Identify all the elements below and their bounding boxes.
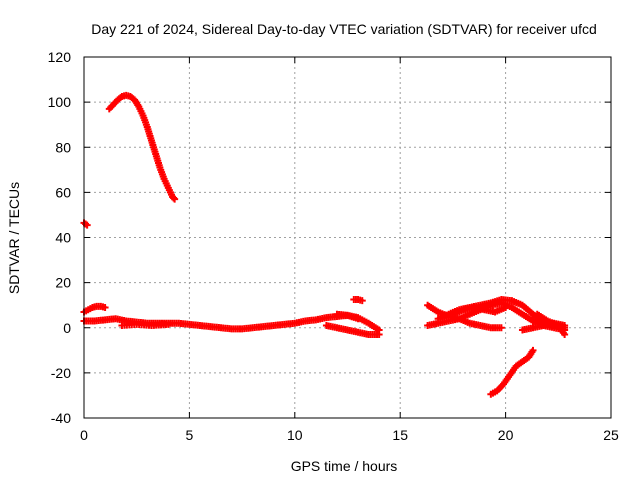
y-tick-label: 40 <box>55 230 71 246</box>
y-tick-label: 60 <box>55 184 71 200</box>
series-s5 <box>118 320 172 329</box>
data-point <box>164 320 172 328</box>
x-tick-label: 10 <box>287 427 303 443</box>
data-point <box>83 221 91 229</box>
data-point <box>561 321 569 329</box>
data-points <box>80 91 569 398</box>
series-s2 <box>105 91 179 203</box>
data-point <box>170 194 178 202</box>
x-tick-label: 5 <box>186 427 194 443</box>
x-tick-label: 20 <box>498 427 514 443</box>
data-point <box>497 324 505 332</box>
data-point <box>529 346 537 354</box>
y-tick-label: 0 <box>63 320 71 336</box>
series-s12 <box>449 303 510 318</box>
data-point <box>171 195 179 203</box>
x-tick-label: 15 <box>392 427 408 443</box>
series-s8 <box>333 310 362 323</box>
x-tick-label: 25 <box>603 427 619 443</box>
series-s7 <box>350 296 366 305</box>
data-point <box>502 303 510 311</box>
y-tick-label: 120 <box>48 49 72 65</box>
chart-title: Day 221 of 2024, Sidereal Day-to-day VTE… <box>91 21 597 37</box>
plot-frame <box>83 56 612 419</box>
data-point <box>358 297 366 305</box>
data-point <box>375 331 383 339</box>
x-axis-label: GPS time / hours <box>291 458 398 474</box>
data-point <box>561 331 569 339</box>
series-s13 <box>487 346 537 398</box>
grid <box>84 57 611 418</box>
axis-ticks: 0 5 10 15 20 25 -40 -20 0 20 40 60 80 100 120 <box>48 49 619 443</box>
series-s6 <box>322 321 383 339</box>
x-tick-label: 0 <box>80 427 88 443</box>
series-s3 <box>80 302 109 316</box>
y-tick-label: 100 <box>48 94 72 110</box>
series-s1 <box>80 219 91 229</box>
data-point <box>354 315 362 323</box>
data-point <box>101 303 109 311</box>
y-tick-label: 80 <box>55 139 71 155</box>
y-tick-label: -40 <box>51 410 71 426</box>
y-tick-label: -20 <box>51 365 71 381</box>
y-tick-label: 20 <box>55 275 71 291</box>
series-s15 <box>533 310 569 339</box>
y-axis-label: SDTVAR / TECUs <box>6 182 22 294</box>
